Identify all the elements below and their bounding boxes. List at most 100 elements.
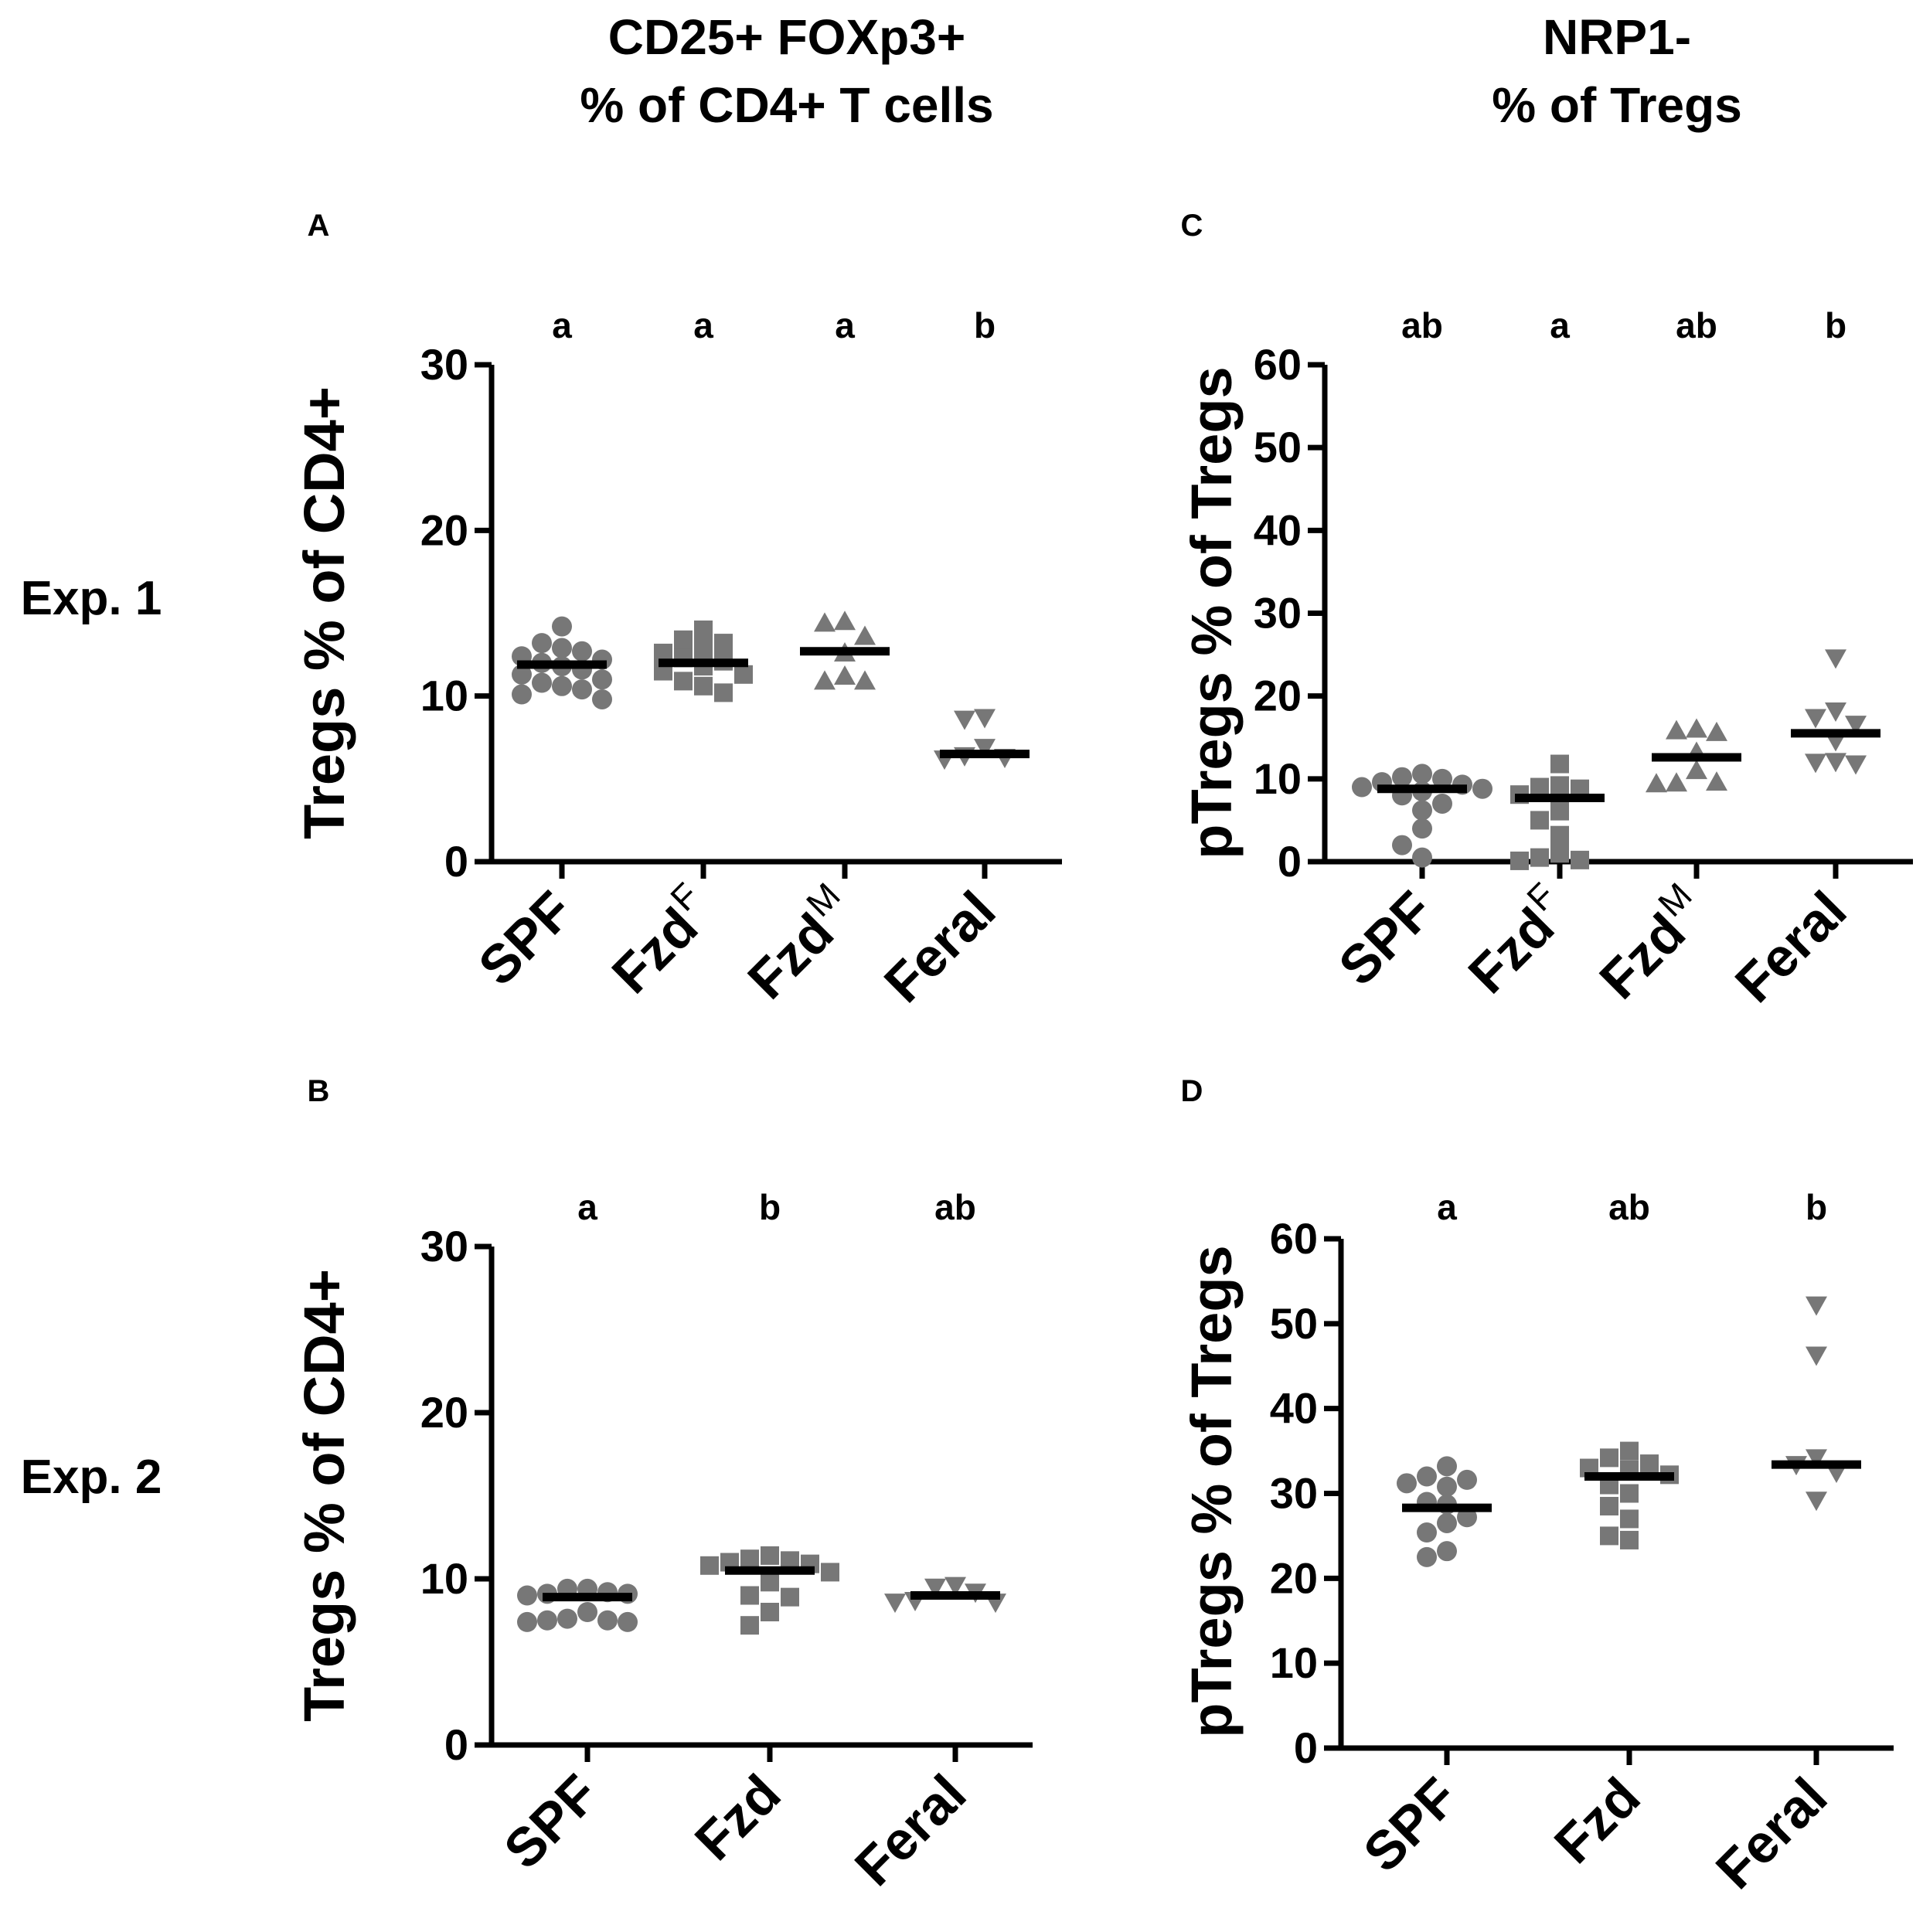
y-axis-label: pTregs % of Tregs xyxy=(1179,1245,1244,1737)
data-point xyxy=(552,616,572,637)
y-tick-label: 10 xyxy=(420,1554,468,1603)
data-point xyxy=(1706,771,1727,791)
row-label-exp1: Exp. 1 xyxy=(21,572,162,625)
category-label: FzdM xyxy=(731,875,866,1010)
y-tick-label: 0 xyxy=(444,1720,468,1769)
category-name: Fzd xyxy=(683,1763,791,1871)
data-point xyxy=(1806,1492,1827,1512)
data-point xyxy=(674,630,693,649)
category-name: SPF xyxy=(1352,1766,1469,1883)
data-point xyxy=(694,620,713,639)
data-point xyxy=(1571,850,1589,869)
data-point xyxy=(1472,778,1492,799)
data-point xyxy=(740,1549,759,1569)
y-tick-label: 60 xyxy=(1254,340,1302,389)
y-tick-label: 50 xyxy=(1254,423,1302,471)
panel-b: B Tregs % of CD4+ 0 10 20 30 SPF a Fzd b Feral ab xyxy=(292,1074,1033,1897)
data-point xyxy=(1392,767,1412,787)
data-point xyxy=(1825,702,1846,722)
y-axis-label: Tregs % of CD4+ xyxy=(292,386,356,839)
significance-label: a xyxy=(577,1187,597,1227)
category-name: Feral xyxy=(1704,1766,1838,1900)
row-label-exp2: Exp. 2 xyxy=(21,1451,162,1504)
data-point xyxy=(1620,1530,1639,1549)
significance-label: a xyxy=(693,305,713,345)
panel-letter: B xyxy=(308,1074,330,1108)
data-point xyxy=(1437,1456,1457,1477)
data-point xyxy=(618,1611,638,1632)
data-point xyxy=(1397,1473,1417,1494)
data-point xyxy=(761,1546,779,1565)
data-point xyxy=(517,1611,537,1632)
column-title-right-line1: NRP1- xyxy=(1543,9,1691,65)
y-axis-label: Tregs % of CD4+ xyxy=(292,1269,356,1722)
data-point xyxy=(834,665,856,685)
data-point xyxy=(694,638,713,658)
data-point xyxy=(572,679,592,700)
y-tick-label: 60 xyxy=(1270,1214,1318,1263)
category-name: Feral xyxy=(1724,879,1857,1013)
y-tick-label: 50 xyxy=(1270,1299,1318,1348)
category-label: SPF xyxy=(1327,879,1444,996)
y-tick-label: 40 xyxy=(1254,505,1302,554)
data-point xyxy=(532,672,552,693)
data-point xyxy=(1432,793,1452,814)
data-point xyxy=(1825,753,1846,773)
data-point xyxy=(834,611,856,631)
y-tick-label: 30 xyxy=(1254,589,1302,638)
category-label: FzdF xyxy=(1452,875,1582,1005)
category-label: Feral xyxy=(843,1763,977,1896)
data-point xyxy=(1806,1296,1827,1316)
y-tick-label: 30 xyxy=(420,1222,468,1270)
significance-label: ab xyxy=(1608,1187,1650,1227)
data-point xyxy=(512,664,532,685)
data-point xyxy=(1550,801,1569,821)
data-point xyxy=(577,1602,597,1622)
significance-label: a xyxy=(1550,305,1570,345)
y-tick-label: 0 xyxy=(1278,837,1302,886)
data-point xyxy=(1600,1496,1618,1515)
data-point xyxy=(552,638,572,658)
data-point xyxy=(1437,1476,1457,1497)
data-point xyxy=(1412,800,1432,821)
significance-label: a xyxy=(835,305,855,345)
data-point xyxy=(740,1586,759,1605)
data-point xyxy=(1412,818,1432,839)
data-point xyxy=(1805,709,1826,729)
data-point xyxy=(954,710,975,730)
data-point xyxy=(1706,721,1727,741)
data-point xyxy=(1620,1441,1639,1461)
category-label: Fzd xyxy=(683,1763,791,1871)
data-point xyxy=(714,683,733,702)
category-label: SPF xyxy=(492,1763,609,1879)
data-point xyxy=(1417,1546,1437,1567)
y-tick-label: 20 xyxy=(1270,1553,1318,1602)
data-point xyxy=(1432,768,1452,789)
data-point xyxy=(1530,848,1549,867)
category-label: Fzd xyxy=(1543,1766,1651,1874)
data-point xyxy=(1620,1509,1639,1529)
y-tick-label: 20 xyxy=(420,505,468,554)
data-point xyxy=(814,612,836,632)
data-point xyxy=(761,1573,779,1592)
category-label: FzdF xyxy=(596,875,726,1005)
data-point xyxy=(1806,1346,1827,1366)
data-point xyxy=(552,675,572,696)
data-point xyxy=(854,670,876,690)
column-title-left-line2: % of CD4+ T cells xyxy=(580,77,993,133)
y-tick-label: 20 xyxy=(1254,672,1302,720)
significance-label: a xyxy=(552,305,572,345)
significance-label: b xyxy=(1806,1187,1827,1227)
y-tick-label: 0 xyxy=(1294,1723,1318,1772)
data-point xyxy=(1845,755,1867,775)
y-tick-label: 20 xyxy=(420,1388,468,1437)
data-point xyxy=(1412,847,1432,868)
column-title-left-line1: CD25+ FOXp3+ xyxy=(608,9,965,65)
data-point xyxy=(532,633,552,654)
data-point xyxy=(1417,1466,1437,1487)
data-point xyxy=(557,1608,577,1629)
significance-label: ab xyxy=(1676,305,1717,345)
data-point xyxy=(924,1578,946,1598)
